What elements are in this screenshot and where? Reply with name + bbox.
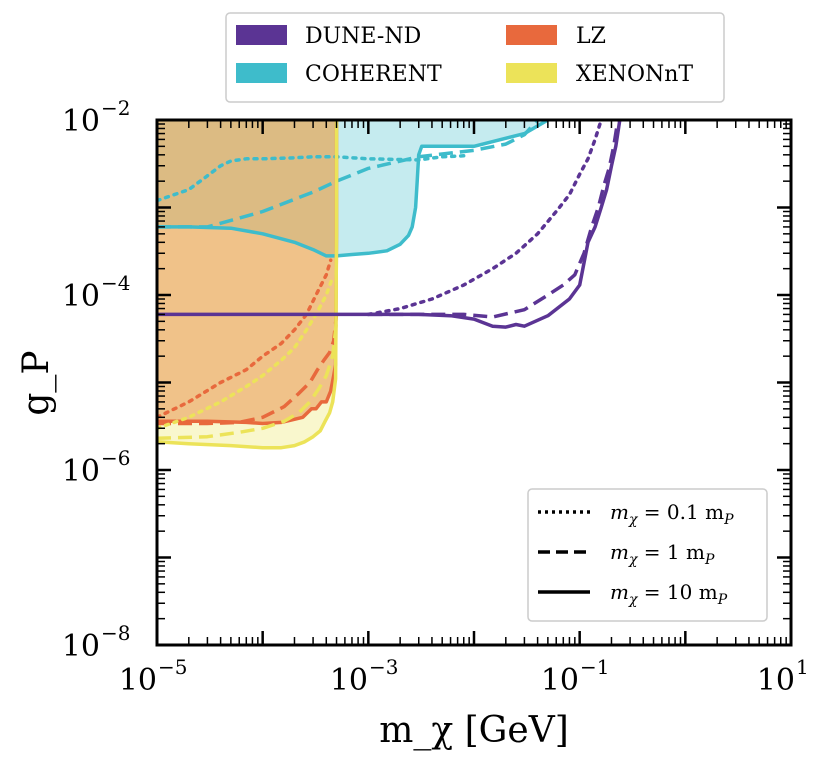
style-legend: mχ = 0.1 mP mχ = 1 mP mχ = 10 mP [527, 488, 768, 622]
series-line-dune-nd-dotted [366, 120, 603, 317]
legend-solid-label: mχ = 10 mP [610, 580, 728, 608]
legend-label-xenonnt: XENONnT [576, 62, 693, 87]
series-line-xenonnt-solid [157, 120, 339, 450]
x-tick-label: 10 [757, 663, 795, 698]
series-lines [157, 120, 622, 450]
x-tick-exp: 1 [796, 655, 809, 679]
legend-swatch-coherent [236, 63, 287, 83]
plot-frame [155, 118, 793, 647]
y-tick-exp: −2 [101, 96, 130, 120]
y-tick-exp: −8 [101, 621, 130, 645]
legend-swatch-dune [236, 25, 287, 45]
series-line-coherent-solid [157, 120, 549, 258]
series-line-lz-dotted [157, 258, 333, 420]
x-tick-exp: −3 [369, 655, 398, 679]
legend-label-dune: DUNE-ND [305, 24, 421, 49]
x-tick-exp: −5 [158, 655, 187, 679]
y-tick-label: 10 [62, 104, 100, 139]
x-tick-label: 10 [541, 663, 579, 698]
x-axis-label: m_χ [GeV] [379, 710, 569, 751]
y-tick-label: 10 [62, 454, 100, 489]
series-line-lz-dashed [157, 314, 339, 426]
y-tick-label: 10 [62, 629, 100, 664]
x-tick-label: 10 [330, 663, 368, 698]
y-tick-exp: −4 [101, 271, 130, 295]
y-tick-label: 10 [62, 279, 100, 314]
experiment-legend-frame [225, 12, 725, 103]
fill-region-lz [157, 120, 337, 424]
series-line-xenonnt-dashed [157, 321, 339, 441]
legend-label-lz: LZ [576, 24, 606, 49]
style-legend-frame [527, 488, 768, 622]
fill-region-xenonnt [157, 120, 337, 448]
series-line-xenonnt-dotted [157, 275, 335, 431]
region-fills [157, 120, 548, 448]
legend-label-coherent: COHERENT [305, 62, 442, 87]
experiment-legend: DUNE-ND COHERENT LZ XENONnT [225, 12, 725, 103]
y-tick-exp: −6 [101, 446, 130, 470]
x-tick-exp: −1 [580, 655, 609, 679]
series-line-dune-nd-solid [157, 120, 622, 329]
legend-swatch-xenonnt [506, 63, 557, 83]
x-tick-labels: 10 −5 10 −3 10 −1 10 1 [119, 655, 809, 698]
y-tick-labels: 10 −8 10 −6 10 −4 10 −2 [62, 96, 131, 664]
x-tick-label: 10 [119, 663, 157, 698]
series-line-coherent-dashed [157, 120, 539, 229]
y-axis-label: g_P [16, 350, 57, 415]
series-line-coherent-dotted [157, 154, 466, 203]
series-line-dune-nd-dashed [368, 120, 620, 319]
legend-dotted-label: mχ = 0.1 mP [610, 500, 734, 528]
legend-dashed-label: mχ = 1 mP [610, 540, 715, 568]
legend-swatch-lz [506, 25, 557, 45]
